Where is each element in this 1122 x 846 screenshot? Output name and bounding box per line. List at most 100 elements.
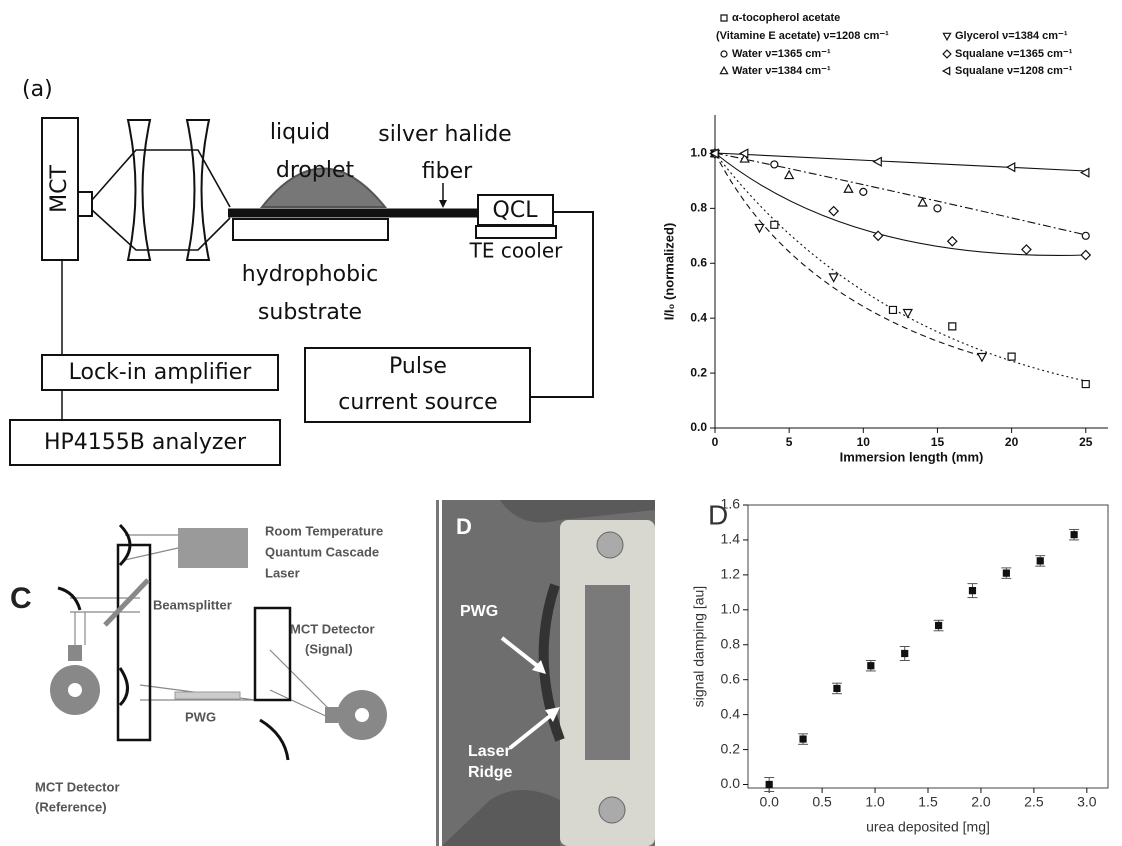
label: MCT Detector: [35, 779, 120, 794]
y-tick-label: 1.0: [721, 601, 741, 617]
y-tick-label: 0.8: [690, 201, 707, 215]
wire: [530, 211, 594, 398]
marker: [828, 205, 840, 217]
panel-label: (a): [22, 77, 53, 102]
marker: [1021, 244, 1032, 255]
y-tick-label: 0.4: [690, 310, 707, 324]
marker: [1079, 167, 1090, 178]
diagram-c: C Room Temperature Quantum Cascade Laser…: [10, 523, 387, 814]
marker: [1036, 557, 1044, 565]
y-tick-label: 0.2: [721, 740, 741, 756]
x-tick-label: 0: [712, 435, 719, 449]
marker: [934, 621, 943, 630]
marker: [859, 187, 868, 196]
marker: [828, 273, 839, 283]
lock-in-box: [41, 354, 279, 391]
y-tick-label: 0.6: [721, 670, 741, 686]
label: Room Temperature: [265, 523, 383, 538]
legend-entry: Water ν=1384 cm⁻¹: [732, 65, 831, 77]
screw: [598, 796, 626, 824]
y-tick-label: 0.0: [721, 775, 741, 791]
detector-window: [325, 707, 338, 723]
label: MCT Detector: [290, 621, 375, 636]
label: Lock-in amplifier: [69, 360, 253, 385]
mirror-frame: [253, 606, 292, 702]
legend-marker: [942, 32, 952, 42]
x-tick-label: 1.0: [865, 794, 885, 810]
marker: [872, 156, 882, 167]
separator: [436, 500, 439, 846]
fit-curve: [714, 152, 1087, 236]
x-tick-label: 15: [931, 435, 945, 449]
y-axis-label: signal damping [au]: [691, 586, 707, 707]
te-cooler-box: [475, 225, 557, 239]
marker: [872, 230, 884, 242]
label: (Signal): [305, 641, 353, 656]
x-tick-label: 3.0: [1077, 794, 1097, 810]
mct-box: [41, 117, 79, 261]
y-axis-label: I/I₀ (normalized): [661, 223, 676, 321]
label: liquid: [270, 120, 330, 145]
x-tick-label: 5: [786, 435, 793, 449]
fit-curve: [714, 152, 1087, 256]
x-tick-label: 2.0: [971, 794, 991, 810]
legend-marker: [942, 49, 952, 59]
beamsplitter: [103, 578, 150, 627]
arrow-head: [439, 200, 447, 208]
label: HP4155B analyzer: [44, 430, 247, 455]
detector-window: [68, 645, 82, 661]
y-tick-label: 1.4: [721, 531, 741, 547]
photo-edge: [538, 583, 565, 742]
analyzer-box: [9, 419, 281, 466]
y-tick-label: 1.2: [721, 566, 741, 582]
legend-marker: [719, 65, 729, 75]
marker: [1007, 352, 1016, 361]
pwg: [174, 691, 241, 700]
legend-entry: α-tocopherol acetate (Vitamine E acetate…: [716, 12, 889, 42]
chart-title: D: [708, 499, 728, 530]
substrate-box: [232, 218, 389, 241]
marker: [948, 322, 957, 331]
marker: [1002, 569, 1010, 577]
marker: [739, 153, 750, 163]
x-axis-label: urea deposited [mg]: [866, 819, 990, 835]
mct-label: MCT: [47, 165, 72, 213]
marker: [867, 662, 875, 670]
label: PWG: [460, 603, 498, 620]
droplet-shape: [259, 167, 388, 208]
beam: [91, 149, 231, 251]
x-tick-label: 0.0: [759, 794, 779, 810]
fit-curve: [714, 152, 983, 357]
lens: [185, 119, 211, 261]
marker: [843, 183, 854, 193]
pulse-box: [304, 347, 531, 423]
marker: [933, 204, 942, 213]
marker: [901, 649, 909, 658]
x-tick-label: 0.5: [812, 794, 832, 810]
diagram-a: (a) MCT liquid droplet silver halide fib…: [9, 77, 594, 466]
label: Quantum Cascade: [265, 544, 379, 559]
marker: [709, 148, 719, 159]
marker: [765, 780, 773, 789]
marker: [968, 586, 977, 595]
y-tick-label: 0.2: [690, 365, 707, 379]
fit-curve: [714, 152, 1087, 172]
plot-frame: [747, 504, 1109, 789]
marker: [976, 352, 988, 363]
marker: [738, 148, 749, 159]
panel-label: C: [10, 582, 32, 615]
legend-entry: Squalane ν=1208 cm⁻¹: [955, 65, 1073, 77]
legend-marker: [941, 66, 951, 76]
fit-curves: [714, 152, 1087, 382]
label: current source: [338, 390, 497, 415]
x-tick-label: 2.5: [1024, 794, 1044, 810]
marker: [1081, 231, 1090, 240]
x-tick-label: 25: [1079, 435, 1093, 449]
marker: [754, 223, 765, 234]
marker: [783, 169, 795, 180]
label: silver halide: [378, 122, 511, 147]
marker: [770, 160, 779, 169]
marker: [1081, 379, 1090, 389]
